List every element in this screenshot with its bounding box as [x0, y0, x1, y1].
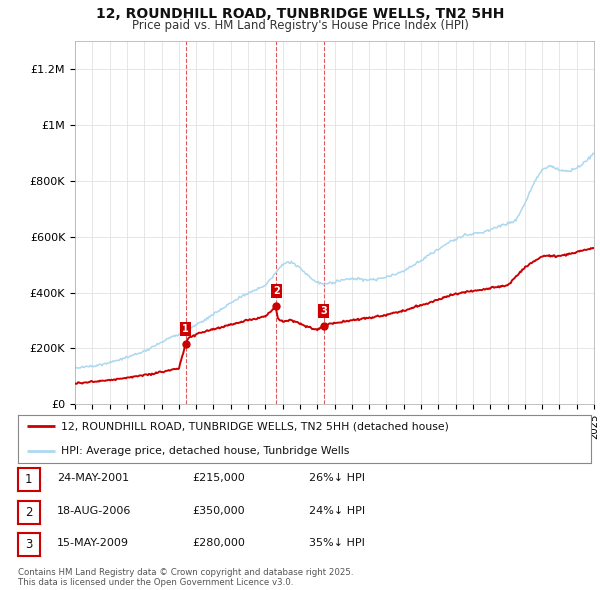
Text: 12, ROUNDHILL ROAD, TUNBRIDGE WELLS, TN2 5HH: 12, ROUNDHILL ROAD, TUNBRIDGE WELLS, TN2… — [96, 7, 504, 21]
Text: £350,000: £350,000 — [192, 506, 245, 516]
Text: £280,000: £280,000 — [192, 538, 245, 548]
Text: HPI: Average price, detached house, Tunbridge Wells: HPI: Average price, detached house, Tunb… — [61, 445, 349, 455]
Text: Contains HM Land Registry data © Crown copyright and database right 2025.
This d: Contains HM Land Registry data © Crown c… — [18, 568, 353, 587]
Text: 2: 2 — [25, 506, 32, 519]
Text: £215,000: £215,000 — [192, 473, 245, 483]
Text: Price paid vs. HM Land Registry's House Price Index (HPI): Price paid vs. HM Land Registry's House … — [131, 19, 469, 32]
Text: 1: 1 — [25, 473, 32, 487]
Text: 15-MAY-2009: 15-MAY-2009 — [57, 538, 129, 548]
Text: 3: 3 — [25, 538, 32, 552]
Text: 24-MAY-2001: 24-MAY-2001 — [57, 473, 129, 483]
Text: 3: 3 — [320, 306, 327, 316]
Text: 12, ROUNDHILL ROAD, TUNBRIDGE WELLS, TN2 5HH (detached house): 12, ROUNDHILL ROAD, TUNBRIDGE WELLS, TN2… — [61, 421, 449, 431]
Text: 2: 2 — [273, 286, 280, 296]
Text: 18-AUG-2006: 18-AUG-2006 — [57, 506, 131, 516]
Text: 1: 1 — [182, 324, 189, 334]
Text: 35%↓ HPI: 35%↓ HPI — [309, 538, 365, 548]
Text: 24%↓ HPI: 24%↓ HPI — [309, 506, 365, 516]
Text: 26%↓ HPI: 26%↓ HPI — [309, 473, 365, 483]
